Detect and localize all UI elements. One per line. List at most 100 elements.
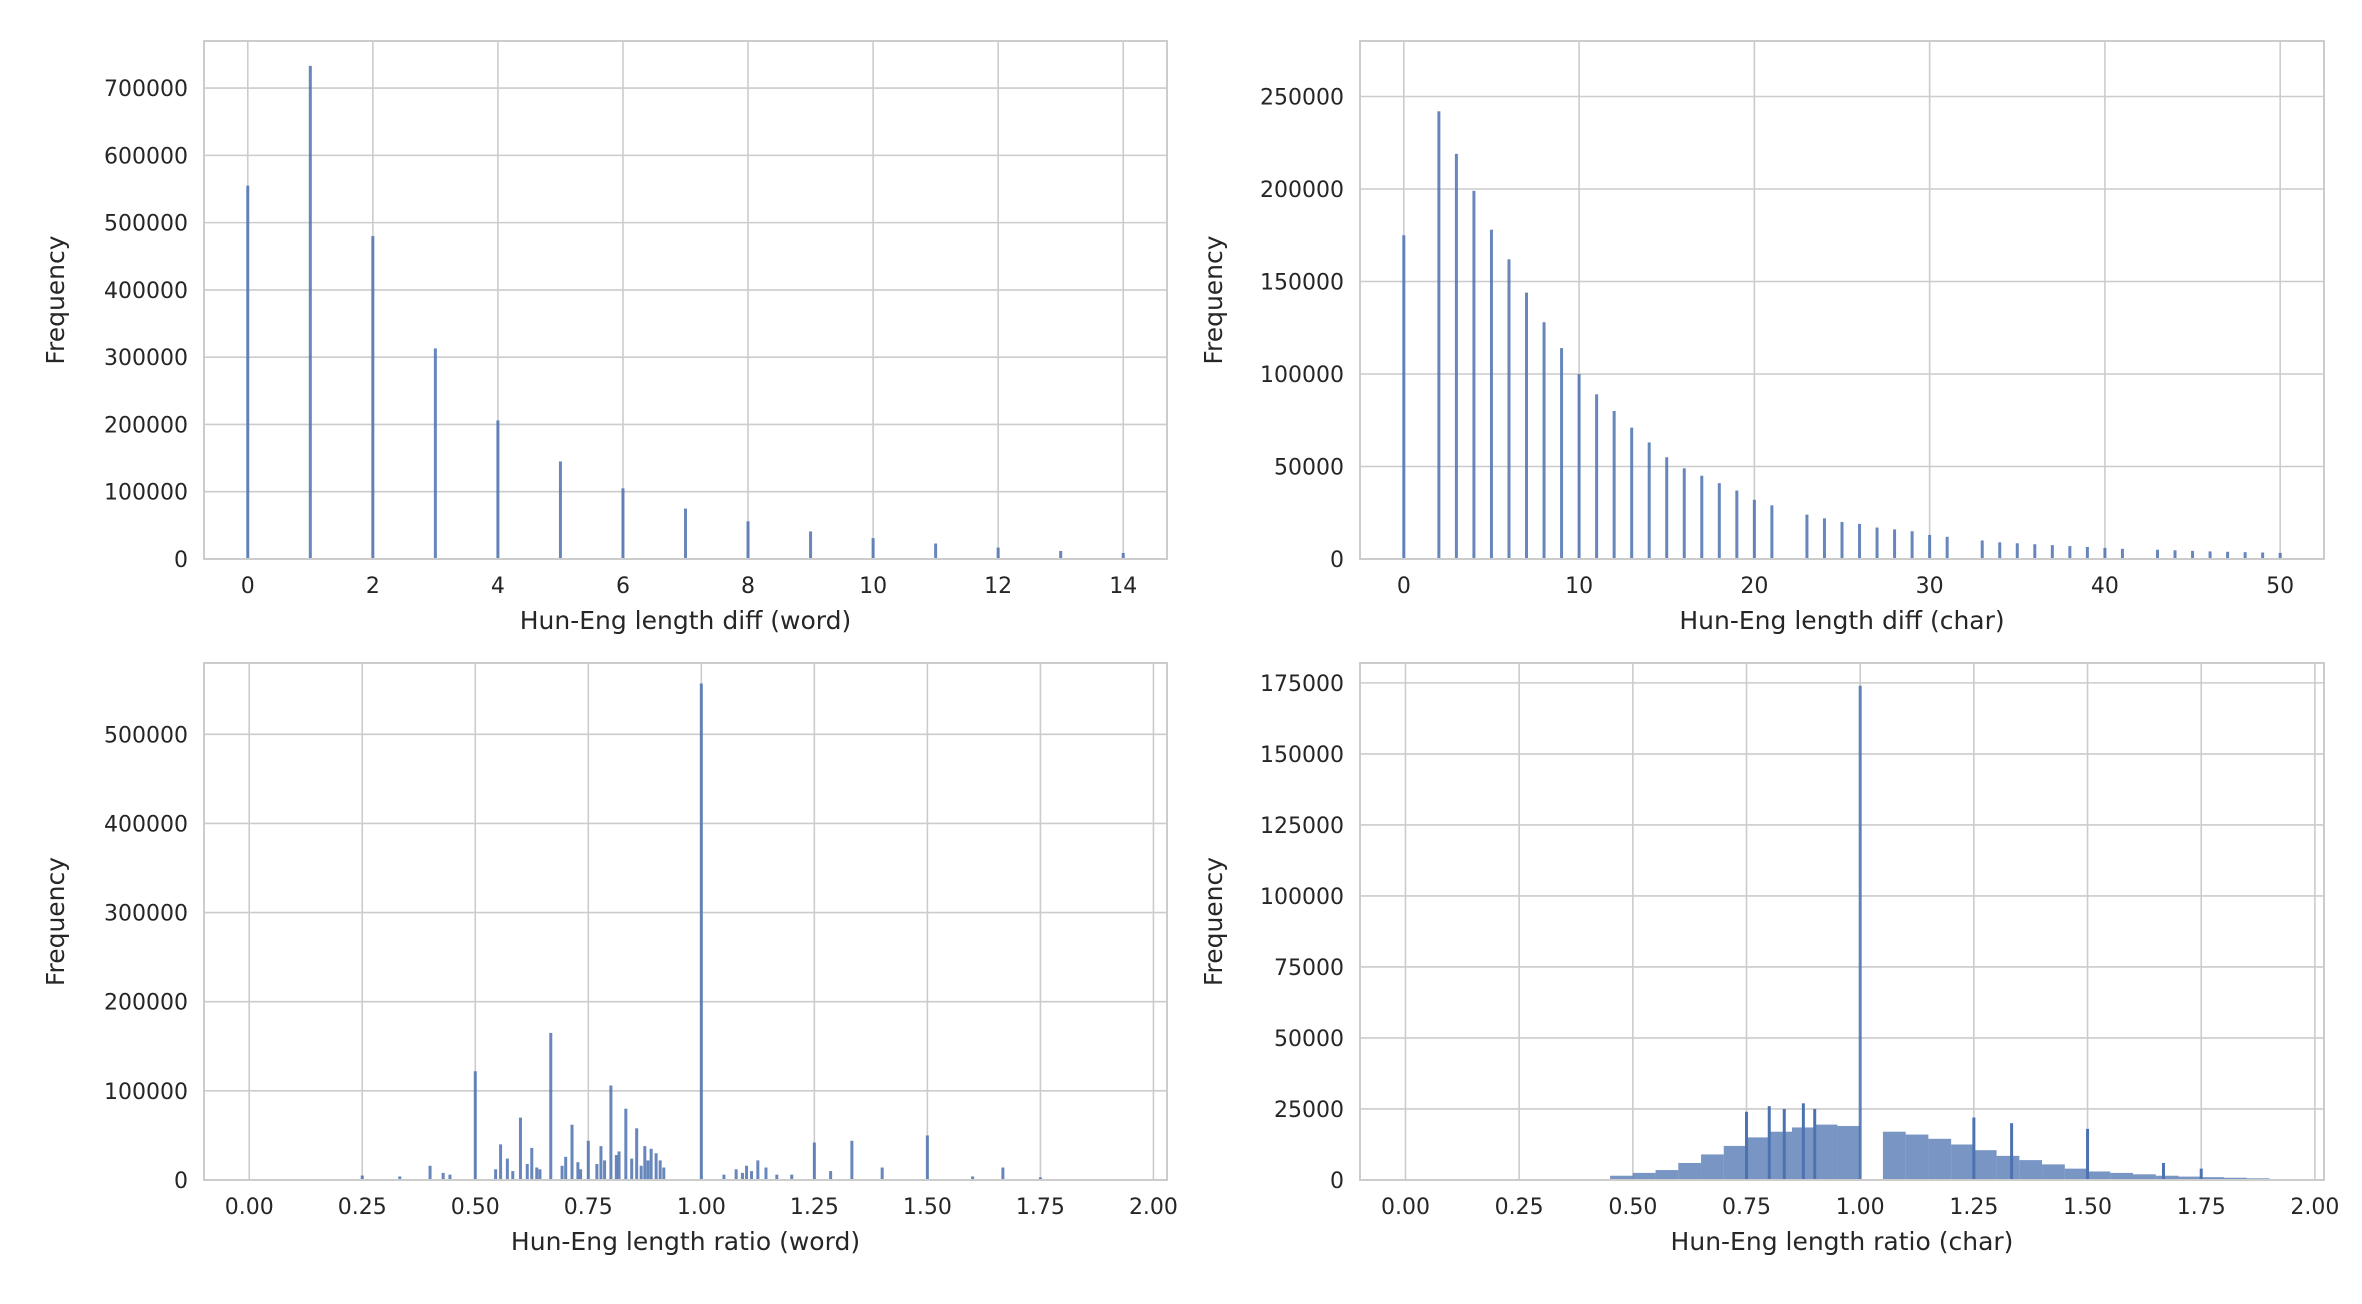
plot-frame: [203, 662, 1168, 1181]
y-tick-label: 125000: [1260, 814, 1344, 839]
bar: [654, 1153, 658, 1180]
bar: [579, 1169, 583, 1180]
bar: [2087, 1171, 2111, 1180]
bar: [433, 348, 437, 559]
bar-spike: [1801, 1103, 1805, 1180]
bar: [2133, 1174, 2156, 1180]
bar: [1630, 427, 1634, 559]
bar: [750, 1171, 754, 1180]
y-tick-label: 300000: [104, 902, 188, 927]
bar: [441, 1172, 445, 1180]
bar: [1489, 229, 1493, 559]
x-tick-label: 12: [984, 574, 1012, 599]
y-tick-label: 150000: [1260, 271, 1344, 296]
bar: [1746, 1137, 1770, 1180]
bar: [494, 1169, 498, 1180]
bar: [586, 1140, 590, 1180]
x-tick-label: 20: [1740, 574, 1768, 599]
grid: [1360, 663, 2324, 1181]
x-tick-label: 2.00: [1129, 1195, 1178, 1220]
x-tick-label: 1.00: [1836, 1195, 1885, 1220]
bar: [1121, 552, 1125, 559]
bar: [1454, 153, 1458, 559]
bar: [1945, 536, 1949, 559]
bar: [2120, 548, 2124, 559]
bar: [1814, 1124, 1838, 1180]
tick-labels: 0.00 0.25 0.50 0.75 1.00 1.25 1.50 1.75 2.00 0 250…: [1260, 672, 2339, 1220]
bar: [2050, 545, 2054, 559]
bar: [1905, 1134, 1929, 1180]
x-tick-label: 0.50: [451, 1195, 500, 1220]
y-tick-label: 75000: [1274, 956, 1344, 981]
bar: [518, 1117, 522, 1180]
bar: [630, 1158, 634, 1180]
bar: [662, 1167, 666, 1180]
bar: [880, 1167, 884, 1180]
y-tick-label: 100000: [1260, 363, 1344, 388]
grid: [1360, 41, 2324, 560]
bar: [2085, 546, 2089, 559]
bar: [934, 543, 938, 559]
bar: [871, 538, 875, 559]
bar: [2103, 547, 2107, 559]
x-tick-label: 0.75: [564, 1195, 613, 1220]
bar: [558, 461, 562, 559]
bar: [734, 1169, 738, 1180]
bar: [1928, 534, 1932, 559]
bar: [2064, 1168, 2088, 1180]
bar: [1769, 1131, 1792, 1180]
bar: [745, 1165, 749, 1180]
y-tick-label: 0: [1330, 1169, 1344, 1194]
y-tick-label: 150000: [1260, 743, 1344, 768]
bar: [1893, 529, 1897, 559]
bar: [576, 1162, 580, 1180]
y-tick-label: 200000: [104, 413, 188, 438]
bar: [1770, 505, 1774, 559]
bar: [1678, 1162, 1702, 1180]
bar: [2019, 1160, 2043, 1180]
bar: [525, 1163, 529, 1180]
x-tick-label: 14: [1109, 574, 1137, 599]
bar: [971, 1176, 975, 1180]
bar: [1822, 518, 1826, 559]
bar-spike: [2161, 1162, 2165, 1180]
bar: [564, 1156, 568, 1180]
spines: [203, 662, 1168, 1181]
bar-spike: [2086, 1128, 2090, 1180]
bar: [496, 420, 500, 559]
bar: [643, 1146, 647, 1180]
tick-labels: 0 10 20 30 40 50 0 50000 100000 150000 200000 25000…: [1260, 86, 2294, 600]
axis-xlabel: Hun-Eng length ratio (char): [1671, 1227, 2014, 1256]
x-tick-label: 0: [1397, 574, 1411, 599]
bar: [617, 1151, 621, 1180]
y-tick-label: 200000: [1260, 178, 1344, 203]
bar: [614, 1155, 618, 1180]
bar: [1402, 235, 1406, 559]
bar: [1858, 685, 1862, 1180]
bar: [1882, 1131, 1906, 1180]
bar: [1655, 1170, 1679, 1180]
bar: [649, 1148, 653, 1180]
y-tick-label: 0: [174, 1169, 188, 1194]
bar: [505, 1158, 509, 1180]
bars: [360, 683, 1042, 1180]
bar: [722, 1174, 726, 1180]
bar: [398, 1176, 402, 1180]
x-tick-label: 2: [366, 574, 380, 599]
axis-ylabel: Frequency: [41, 857, 70, 986]
spines: [1359, 40, 2325, 560]
bar: [560, 1165, 564, 1180]
bar: [756, 1160, 760, 1180]
bar-spike: [1813, 1108, 1817, 1180]
x-tick-label: 1.50: [2063, 1195, 2112, 1220]
tick-labels: 0 2 4 6 8 10 12 14 0 100000 200000 300000 400000 5000…: [104, 77, 1137, 599]
axis-xlabel: Hun-Eng length ratio (word): [511, 1227, 860, 1256]
bar: [1837, 1126, 1861, 1180]
bar: [538, 1169, 542, 1180]
y-tick-label: 500000: [104, 723, 188, 748]
bar: [925, 1135, 929, 1180]
bar: [1805, 514, 1809, 559]
x-tick-label: 0.25: [1495, 1195, 1544, 1220]
x-tick-label: 0.00: [1381, 1195, 1430, 1220]
y-tick-label: 400000: [104, 279, 188, 304]
